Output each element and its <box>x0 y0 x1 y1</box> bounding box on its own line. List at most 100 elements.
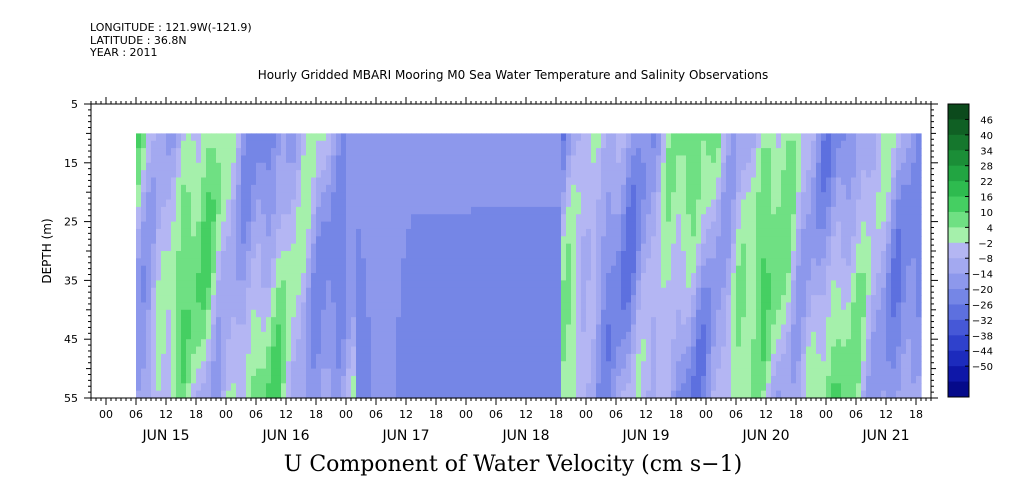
heatmap-cell <box>711 309 717 318</box>
heatmap-cell <box>286 148 292 157</box>
heatmap-cell <box>586 140 592 149</box>
heatmap-cell <box>561 265 567 274</box>
heatmap-cell <box>746 309 752 318</box>
heatmap-cell <box>286 375 292 384</box>
heatmap-cell <box>726 346 732 355</box>
heatmap-cell <box>366 170 372 179</box>
heatmap-cell <box>341 324 347 333</box>
heatmap-cell <box>776 228 782 237</box>
heatmap-cell <box>776 390 782 399</box>
heatmap-cell <box>786 280 792 289</box>
heatmap-cell <box>301 177 307 186</box>
heatmap-cell <box>761 192 767 201</box>
heatmap-cell <box>351 206 357 215</box>
heatmap-cell <box>696 155 702 164</box>
heatmap-cell <box>431 353 437 362</box>
heatmap-cell <box>231 295 237 304</box>
heatmap-cell <box>771 214 777 223</box>
heatmap-cell <box>661 133 667 142</box>
heatmap-cell <box>416 317 422 326</box>
heatmap-cell <box>166 148 172 157</box>
heatmap-cell <box>741 339 747 348</box>
heatmap-cell <box>476 221 482 230</box>
heatmap-cell <box>386 184 392 193</box>
heatmap-cell <box>331 346 337 355</box>
heatmap-cell <box>201 243 207 252</box>
heatmap-cell <box>146 368 152 377</box>
heatmap-cell <box>371 184 377 193</box>
heatmap-cell <box>211 228 217 237</box>
heatmap-cell <box>746 368 752 377</box>
heatmap-cell <box>461 375 467 384</box>
heatmap-cell <box>241 258 247 267</box>
heatmap-cell <box>756 353 762 362</box>
heatmap-cell <box>696 221 702 230</box>
heatmap-cell <box>681 295 687 304</box>
heatmap-cell <box>686 273 692 281</box>
heatmap-cell <box>466 295 472 304</box>
heatmap-cell <box>486 361 492 370</box>
heatmap-cell <box>301 228 307 237</box>
heatmap-cell <box>741 375 747 384</box>
heatmap-cell <box>331 287 337 296</box>
heatmap-cell <box>586 368 592 377</box>
heatmap-cell <box>736 243 742 252</box>
heatmap-cell <box>551 170 557 179</box>
heatmap-cell <box>546 361 552 370</box>
heatmap-cell <box>691 133 697 142</box>
heatmap-cell <box>451 258 457 267</box>
heatmap-cell <box>691 280 697 289</box>
heatmap-cell <box>511 133 517 142</box>
heatmap-cell <box>741 170 747 179</box>
heatmap-cell <box>136 243 142 252</box>
heatmap-cell <box>296 170 302 179</box>
heatmap-cell <box>696 339 702 348</box>
heatmap-cell <box>181 317 187 326</box>
heatmap-cell <box>466 346 472 355</box>
heatmap-cell <box>181 140 187 149</box>
heatmap-cell <box>301 155 307 164</box>
heatmap-cell <box>316 184 322 193</box>
heatmap-cell <box>401 346 407 355</box>
heatmap-cell <box>261 280 267 289</box>
heatmap-cell <box>506 273 512 281</box>
heatmap-cell <box>296 258 302 267</box>
heatmap-cell <box>211 133 217 142</box>
heatmap-cell <box>666 368 672 377</box>
heatmap-cell <box>406 375 412 384</box>
heatmap-cell <box>691 317 697 326</box>
heatmap-cell <box>286 258 292 267</box>
heatmap-cell <box>306 317 312 326</box>
heatmap-cell <box>666 192 672 201</box>
heatmap-cell <box>396 199 402 208</box>
heatmap-cell <box>501 155 507 164</box>
heatmap-cell <box>496 140 502 149</box>
heatmap-cell <box>366 155 372 164</box>
heatmap-cell <box>701 133 707 142</box>
heatmap-cell <box>161 353 167 362</box>
heatmap-cell <box>451 177 457 186</box>
heatmap-cell <box>391 331 397 340</box>
heatmap-cell <box>216 228 222 237</box>
heatmap-cell <box>641 184 647 193</box>
heatmap-cell <box>596 133 602 142</box>
heatmap-cell <box>151 361 157 370</box>
heatmap-cell <box>356 228 362 237</box>
heatmap-cell <box>371 353 377 362</box>
heatmap-cell <box>321 214 327 223</box>
heatmap-cell <box>316 148 322 157</box>
heatmap-cell <box>246 265 252 274</box>
heatmap-cell <box>456 287 462 296</box>
heatmap-cell <box>181 383 187 392</box>
heatmap-cell <box>276 162 282 171</box>
heatmap-cell <box>311 184 317 193</box>
heatmap-cell <box>251 243 257 252</box>
heatmap-cell <box>296 265 302 274</box>
heatmap-cell <box>551 199 557 208</box>
heatmap-cell <box>796 162 802 171</box>
heatmap-cell <box>571 228 577 237</box>
metadata-block: LONGITUDE : 121.9W(-121.9) LATITUDE : 36… <box>90 21 252 60</box>
heatmap-cell <box>166 162 172 171</box>
heatmap-cell <box>821 133 827 142</box>
heatmap-cell <box>451 184 457 193</box>
